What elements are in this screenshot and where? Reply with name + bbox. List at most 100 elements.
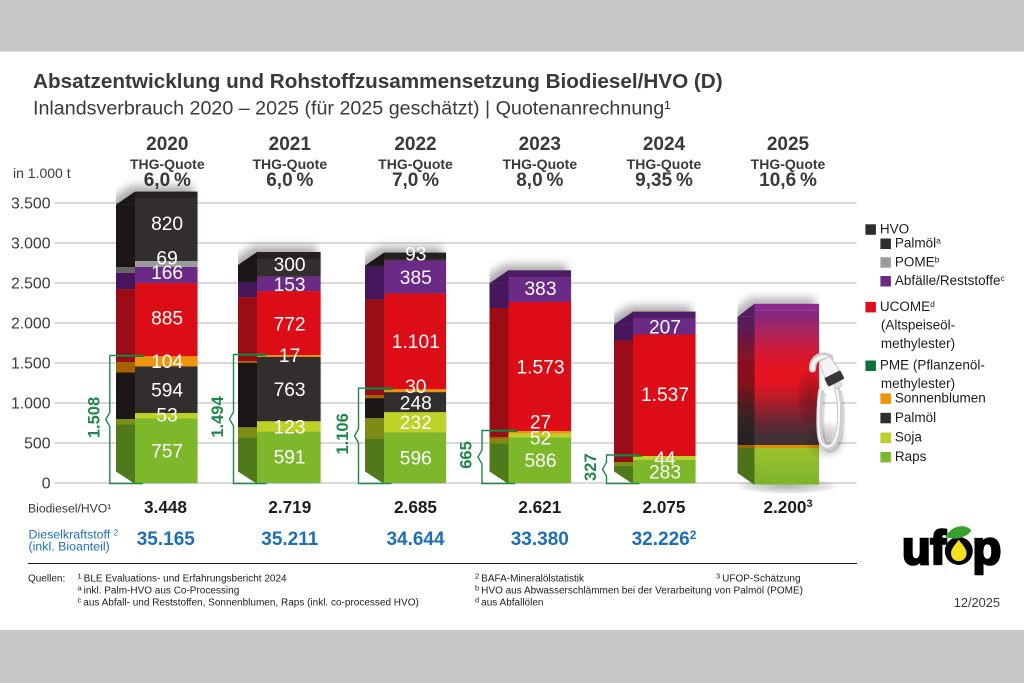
svg-text:2020: 2020 — [146, 134, 188, 155]
svg-text:1.101: 1.101 — [392, 332, 440, 353]
svg-text:2024: 2024 — [643, 134, 686, 155]
svg-text:2022: 2022 — [394, 134, 436, 155]
svg-text:772: 772 — [274, 315, 306, 336]
svg-text:283: 283 — [649, 463, 681, 484]
svg-text:2.075: 2.075 — [642, 497, 685, 517]
svg-text:1.000: 1.000 — [11, 396, 51, 413]
svg-text:153: 153 — [274, 275, 306, 296]
svg-text:THG-Quote: THG-Quote — [130, 156, 205, 172]
svg-text:6,0 %: 6,0 % — [266, 170, 313, 191]
svg-text:34.644: 34.644 — [386, 529, 445, 550]
svg-text:2 BAFA-Mineralölstatistik: 2 BAFA-Mineralölstatistik — [475, 572, 585, 585]
svg-text:methylester): methylester) — [881, 336, 955, 351]
svg-text:885: 885 — [151, 309, 183, 330]
svg-text:Absatzentwicklung und Rohstoff: Absatzentwicklung und Rohstoffzusammense… — [33, 70, 723, 93]
svg-text:6,0 %: 6,0 % — [144, 170, 191, 191]
svg-text:THG-Quote: THG-Quote — [252, 156, 327, 172]
svg-text:1.537: 1.537 — [641, 385, 689, 406]
svg-text:uf: uf — [902, 521, 946, 574]
svg-text:12/2025: 12/2025 — [954, 595, 1000, 610]
svg-text:35.211: 35.211 — [261, 529, 318, 550]
svg-text:in 1.000 t: in 1.000 t — [13, 165, 71, 181]
svg-text:1.573: 1.573 — [516, 358, 564, 379]
svg-text:17: 17 — [279, 346, 300, 367]
svg-text:Abfälle/Reststoffec: Abfälle/Reststoffec — [895, 273, 1006, 288]
svg-text:Dieselkraftstoff 2: Dieselkraftstoff 2 — [29, 528, 119, 542]
svg-text:Palmöl: Palmöl — [895, 410, 936, 425]
svg-text:2025: 2025 — [767, 134, 810, 155]
svg-text:9,35 %: 9,35 % — [635, 170, 693, 191]
svg-text:1.106: 1.106 — [334, 413, 352, 454]
svg-text:33.380: 33.380 — [511, 529, 569, 550]
svg-text:d aus Abfallölen: d aus Abfallölen — [475, 596, 543, 609]
svg-text:UCOMEd: UCOMEd — [880, 299, 935, 314]
svg-text:32.2262: 32.2262 — [632, 528, 697, 550]
svg-text:594: 594 — [151, 381, 183, 402]
svg-text:2.000: 2.000 — [11, 316, 51, 333]
svg-text:2.2003: 2.2003 — [763, 497, 812, 517]
svg-text:123: 123 — [274, 417, 306, 438]
svg-text:POMEb: POMEb — [895, 254, 940, 269]
svg-text:596: 596 — [400, 448, 432, 469]
svg-text:30: 30 — [405, 377, 426, 398]
svg-text:1.500: 1.500 — [11, 356, 51, 373]
svg-text:10,6 %: 10,6 % — [759, 170, 817, 191]
svg-text:665: 665 — [458, 441, 476, 469]
svg-text:methylester): methylester) — [881, 376, 955, 391]
svg-text:b HVO aus Abwasserschlämmen be: b HVO aus Abwasserschlämmen bei der Vera… — [475, 584, 803, 597]
svg-text:Sonnenblumen: Sonnenblumen — [895, 391, 986, 406]
svg-text:Biodiesel/HVO¹: Biodiesel/HVO¹ — [28, 502, 111, 516]
svg-text:HVO: HVO — [880, 222, 909, 237]
svg-text:THG-Quote: THG-Quote — [751, 156, 826, 172]
svg-text:c aus Abfall- und Reststoffen,: c aus Abfall- und Reststoffen, Sonnenblu… — [78, 596, 419, 609]
svg-text:8,0 %: 8,0 % — [516, 170, 563, 191]
svg-text:3.000: 3.000 — [11, 236, 51, 253]
svg-text:232: 232 — [400, 413, 432, 434]
svg-text:327: 327 — [582, 453, 600, 481]
svg-text:207: 207 — [649, 318, 681, 339]
svg-text:2023: 2023 — [519, 134, 561, 155]
svg-text:THG-Quote: THG-Quote — [378, 156, 453, 172]
svg-text:35.165: 35.165 — [137, 529, 196, 550]
svg-text:586: 586 — [524, 451, 556, 472]
svg-text:(Altspeiseöl-: (Altspeiseöl- — [881, 318, 955, 333]
svg-text:2.685: 2.685 — [394, 497, 437, 517]
svg-text:1.494: 1.494 — [209, 396, 227, 438]
svg-text:p: p — [973, 521, 1002, 574]
svg-text:3.448: 3.448 — [144, 497, 187, 517]
svg-text:500: 500 — [24, 436, 51, 453]
svg-text:27: 27 — [530, 413, 551, 434]
svg-text:166: 166 — [151, 263, 183, 284]
svg-text:248: 248 — [400, 393, 432, 414]
svg-text:2021: 2021 — [269, 134, 312, 155]
svg-text:52: 52 — [530, 429, 551, 450]
svg-text:69: 69 — [156, 249, 177, 270]
svg-text:300: 300 — [274, 255, 306, 276]
svg-text:Inlandsverbrauch 2020 – 2025 (: Inlandsverbrauch 2020 – 2025 (für 2025 g… — [33, 98, 671, 120]
svg-text:THG-Quote: THG-Quote — [627, 156, 702, 172]
svg-text:591: 591 — [274, 448, 306, 469]
svg-text:44: 44 — [654, 449, 676, 470]
svg-text:1.508: 1.508 — [85, 397, 103, 438]
svg-text:93: 93 — [405, 244, 426, 265]
svg-text:0: 0 — [42, 476, 51, 493]
svg-text:2.719: 2.719 — [268, 497, 311, 517]
svg-text:820: 820 — [151, 214, 183, 235]
svg-text:763: 763 — [274, 380, 306, 401]
svg-text:757: 757 — [151, 442, 183, 463]
svg-text:385: 385 — [400, 268, 432, 289]
svg-text:53: 53 — [156, 406, 177, 427]
svg-text:3.500: 3.500 — [11, 196, 51, 213]
svg-text:THG-Quote: THG-Quote — [502, 156, 577, 172]
svg-text:383: 383 — [524, 279, 556, 300]
svg-text:Raps: Raps — [895, 449, 927, 464]
svg-text:2.621: 2.621 — [518, 497, 561, 517]
svg-text:7,0 %: 7,0 % — [392, 170, 439, 191]
svg-text:104: 104 — [151, 352, 183, 373]
svg-text:Palmöla: Palmöla — [895, 236, 941, 251]
svg-text:(inkl. Bioanteil): (inkl. Bioanteil) — [29, 540, 110, 554]
svg-text:3 UFOP-Schätzung: 3 UFOP-Schätzung — [716, 572, 801, 585]
svg-text:PME (Pflanzenöl-: PME (Pflanzenöl- — [880, 358, 985, 373]
svg-text:2.500: 2.500 — [11, 276, 51, 293]
svg-text:Soja: Soja — [895, 430, 923, 445]
